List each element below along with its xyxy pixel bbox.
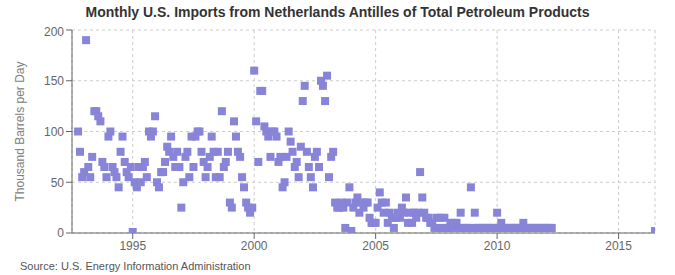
svg-text:50: 50 xyxy=(51,176,65,190)
svg-text:2000: 2000 xyxy=(241,239,268,253)
svg-text:200: 200 xyxy=(44,25,64,39)
svg-text:2005: 2005 xyxy=(362,239,389,253)
html-text:Source: U.S. Energy Informatio: Source: U.S. Energy Information Administ… xyxy=(20,260,251,272)
svg-text:0: 0 xyxy=(57,226,64,240)
svg-text:Thousand Barrels per Day: Thousand Barrels per Day xyxy=(13,61,27,201)
svg-text:100: 100 xyxy=(44,125,64,139)
html-text:Monthly U.S. Imports from Neth: Monthly U.S. Imports from Netherlands An… xyxy=(85,4,590,20)
svg-text:150: 150 xyxy=(44,74,64,88)
svg-text:2015: 2015 xyxy=(605,239,632,253)
svg-text:2010: 2010 xyxy=(484,239,511,253)
svg-text:1995: 1995 xyxy=(119,239,146,253)
